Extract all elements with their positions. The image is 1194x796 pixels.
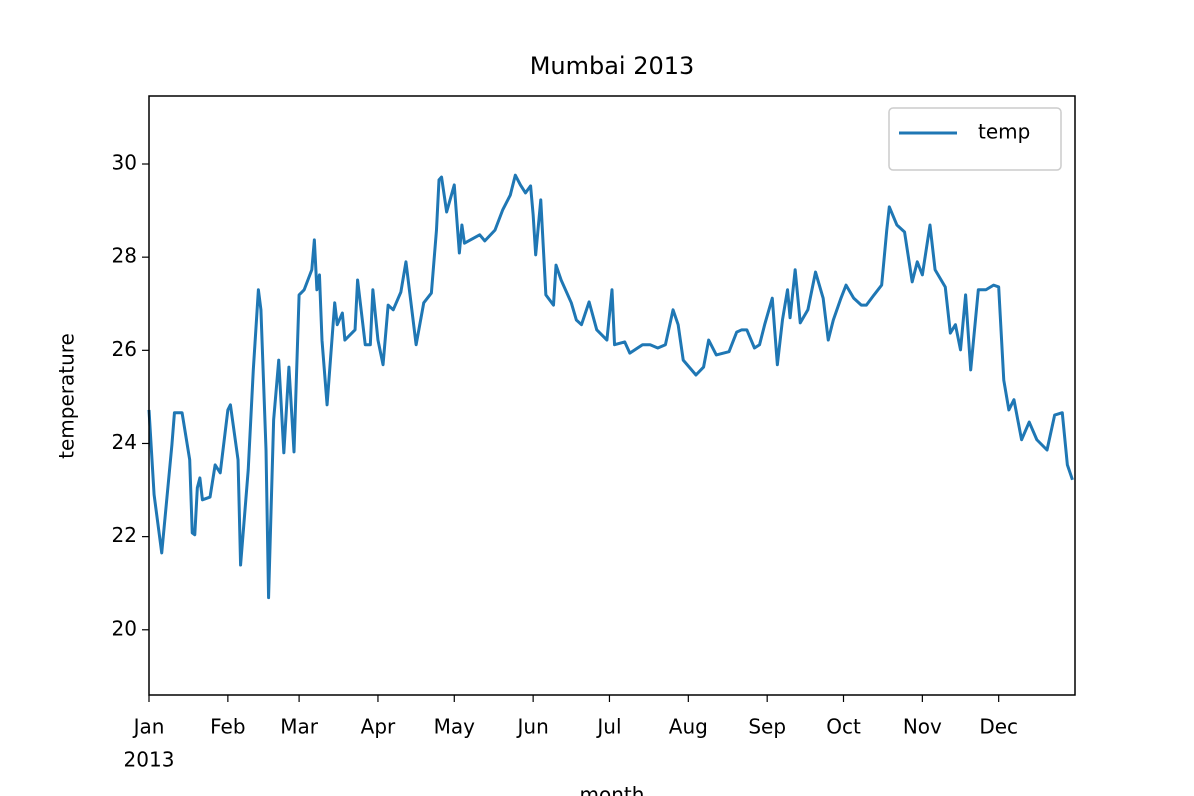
x-tick-label: May	[434, 715, 476, 739]
x-tick-label: Feb	[210, 715, 245, 739]
y-tick-label: 26	[112, 337, 137, 361]
x-tick-label: Apr	[361, 715, 396, 739]
x-tick-label: Jun	[516, 715, 549, 739]
x-tick-label: Sep	[748, 715, 786, 739]
x-tick-label: Jan	[132, 715, 165, 739]
x-tick-label: Jul	[595, 715, 621, 739]
y-tick-label: 22	[112, 523, 137, 547]
legend-box	[888, 107, 1062, 171]
x-tick-label: Nov	[903, 715, 942, 739]
line	[147, 173, 1074, 600]
x-tick-label: Mar	[280, 715, 319, 739]
x-axis-label: month	[580, 783, 645, 796]
year-label: 2013	[124, 748, 175, 772]
y-tick-label: 28	[112, 244, 137, 268]
plot-frame	[148, 95, 1076, 696]
x-tick-label: Aug	[669, 715, 708, 739]
y-axis-label: temperature	[55, 333, 79, 459]
x-tick-label: Dec	[979, 715, 1018, 739]
y-tick-label: 20	[112, 616, 137, 640]
legend-label: temp	[978, 120, 1030, 144]
chart-title: Mumbai 2013	[530, 52, 695, 80]
x-tick-label: Oct	[826, 715, 861, 739]
y-tick-label: 24	[112, 430, 137, 454]
y-tick-label: 30	[112, 151, 137, 175]
